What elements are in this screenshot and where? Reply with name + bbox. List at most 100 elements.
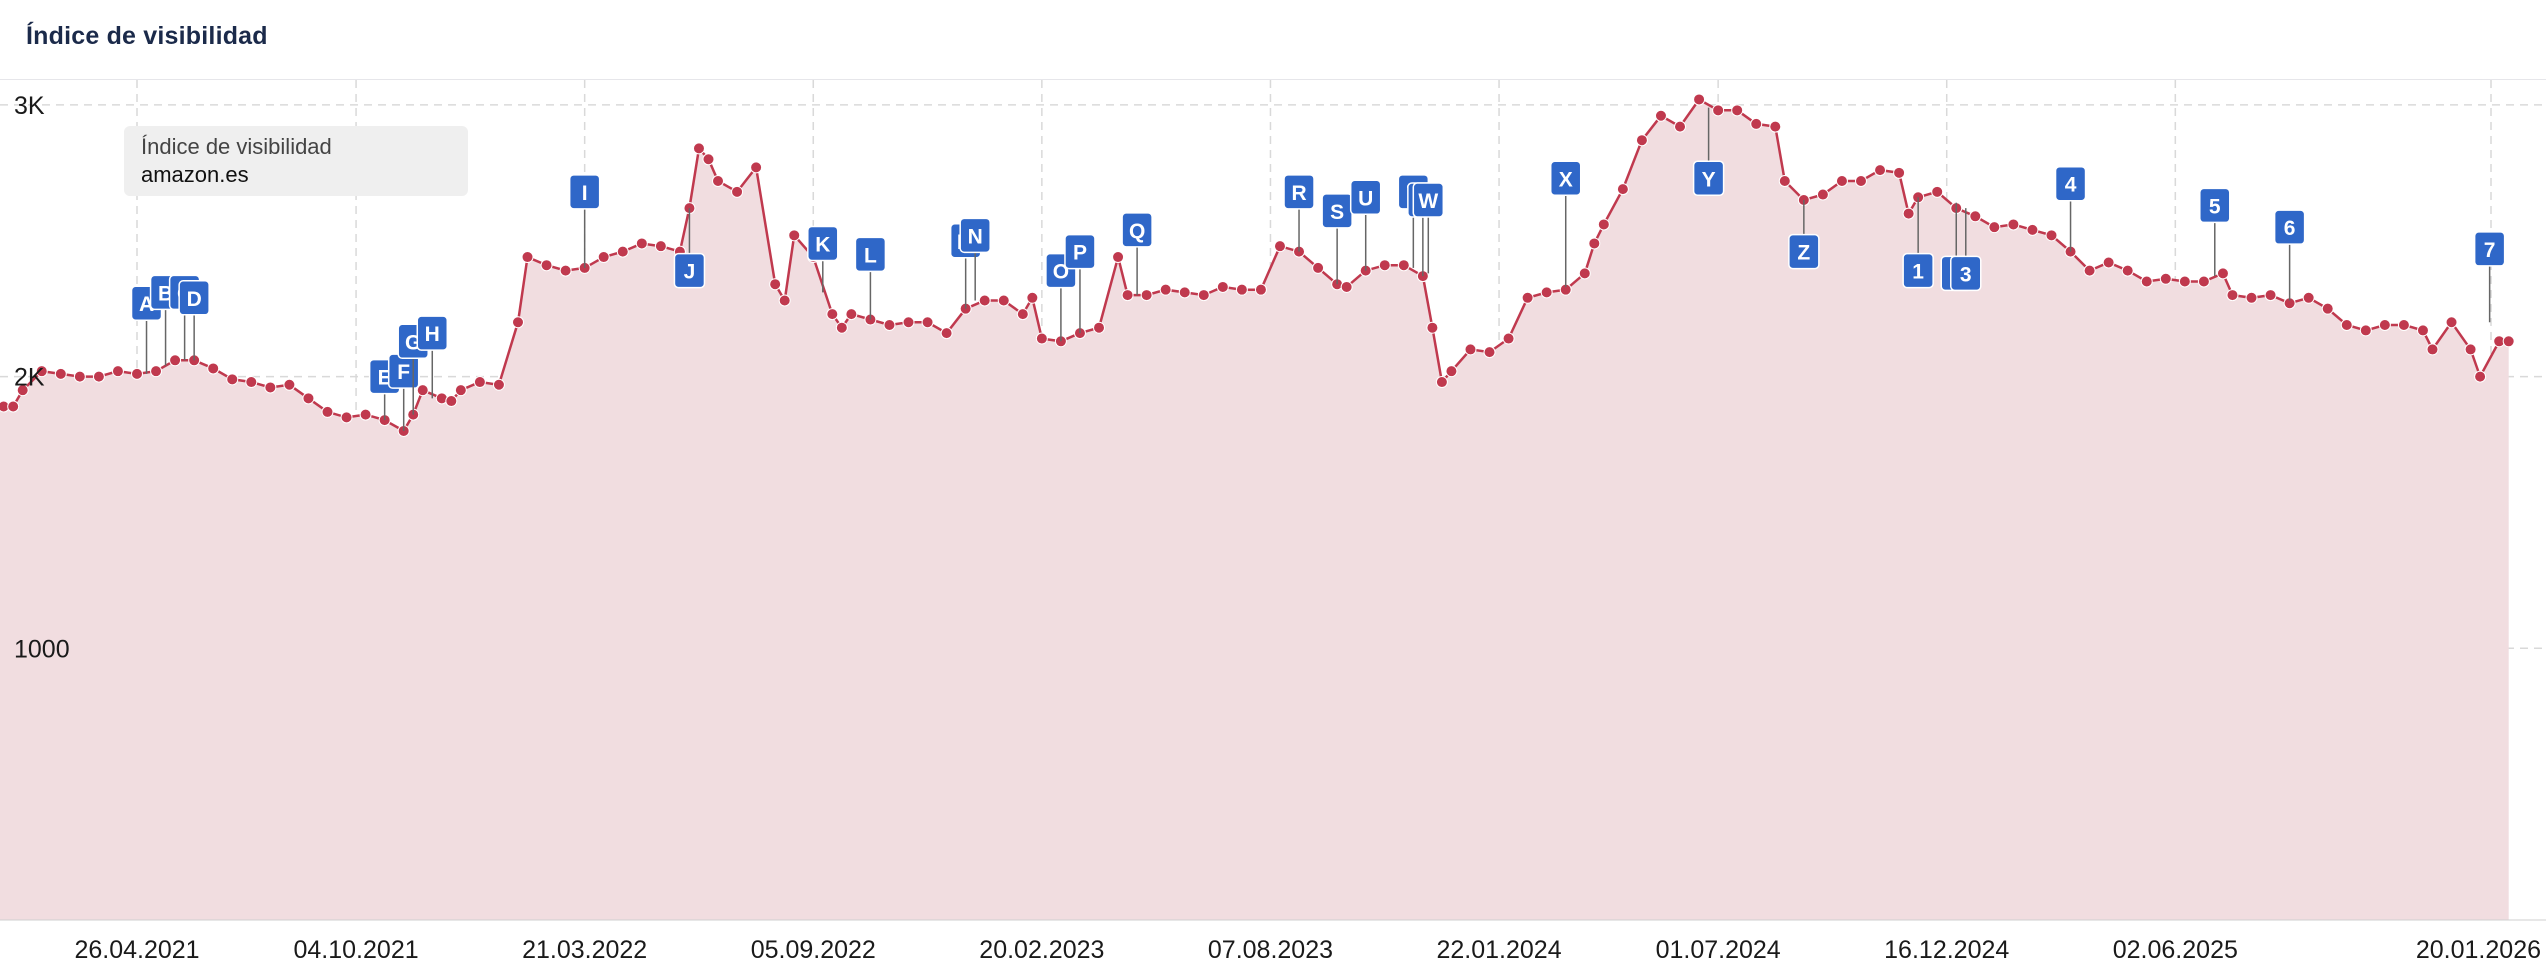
data-point[interactable]: [283, 378, 296, 391]
data-point[interactable]: [2302, 291, 2315, 304]
event-flag-box[interactable]: [959, 217, 991, 254]
event-flag-box[interactable]: [2054, 165, 2087, 202]
data-point[interactable]: [769, 278, 782, 291]
data-point[interactable]: [1674, 120, 1687, 133]
data-point[interactable]: [2007, 218, 2020, 231]
data-point[interactable]: [302, 392, 315, 405]
data-point[interactable]: [1854, 174, 1867, 187]
data-point[interactable]: [1778, 174, 1791, 187]
data-point[interactable]: [2359, 324, 2372, 337]
event-flag-box[interactable]: [807, 225, 839, 262]
event-flag-U[interactable]: U: [1349, 179, 1382, 271]
event-flag-D[interactable]: D: [178, 280, 210, 361]
event-flag-box[interactable]: [568, 174, 601, 210]
data-point[interactable]: [731, 185, 744, 198]
data-point[interactable]: [2378, 318, 2391, 331]
data-point[interactable]: [245, 376, 258, 389]
data-point[interactable]: [1816, 188, 1829, 201]
data-point[interactable]: [835, 321, 848, 334]
data-point[interactable]: [2321, 302, 2334, 315]
data-point[interactable]: [2426, 343, 2439, 356]
event-flag-box[interactable]: [1692, 160, 1725, 197]
data-point[interactable]: [788, 229, 801, 242]
data-point[interactable]: [702, 153, 715, 166]
event-flag-N[interactable]: N: [959, 217, 991, 301]
data-point[interactable]: [1988, 221, 2001, 234]
data-point[interactable]: [1712, 104, 1725, 117]
data-point[interactable]: [150, 365, 163, 378]
data-point[interactable]: [1874, 164, 1887, 177]
event-flag-7[interactable]: 7: [2473, 231, 2506, 323]
data-point[interactable]: [2140, 275, 2153, 288]
data-point[interactable]: [73, 370, 86, 383]
data-point[interactable]: [1426, 321, 1439, 334]
data-point[interactable]: [750, 161, 763, 174]
data-point[interactable]: [1731, 104, 1744, 117]
data-point[interactable]: [2416, 324, 2429, 337]
data-point[interactable]: [359, 408, 372, 421]
data-point[interactable]: [826, 308, 839, 321]
data-point[interactable]: [1235, 283, 1248, 296]
data-point[interactable]: [1197, 289, 1210, 302]
data-point[interactable]: [2264, 289, 2277, 302]
data-point[interactable]: [2502, 335, 2515, 348]
event-flag-box[interactable]: [2273, 209, 2306, 245]
event-flag-4[interactable]: 4: [2054, 165, 2087, 252]
data-point[interactable]: [131, 367, 143, 380]
event-flag-K[interactable]: K: [807, 225, 839, 293]
data-point[interactable]: [16, 384, 29, 397]
event-flag-Y[interactable]: Y: [1692, 107, 1725, 197]
data-point[interactable]: [226, 373, 239, 386]
data-point[interactable]: [1616, 183, 1629, 196]
data-point[interactable]: [2216, 267, 2229, 280]
event-flag-box[interactable]: [1950, 255, 1982, 292]
data-point[interactable]: [511, 316, 524, 329]
event-flag-box[interactable]: [1064, 233, 1096, 270]
data-point[interactable]: [778, 294, 791, 307]
data-point[interactable]: [1159, 283, 1172, 296]
data-point[interactable]: [35, 365, 48, 378]
data-point[interactable]: [492, 378, 505, 391]
data-point[interactable]: [169, 354, 182, 367]
data-point[interactable]: [2397, 318, 2410, 331]
data-point[interactable]: [921, 316, 934, 329]
data-point[interactable]: [1016, 308, 1029, 321]
data-point[interactable]: [207, 362, 220, 375]
event-flag-L[interactable]: L: [854, 236, 887, 320]
data-point[interactable]: [2178, 275, 2191, 288]
event-flag-5[interactable]: 5: [2199, 187, 2231, 277]
data-point[interactable]: [1769, 120, 1782, 133]
data-point[interactable]: [7, 400, 20, 413]
data-point[interactable]: [559, 264, 572, 277]
data-point[interactable]: [2464, 343, 2477, 356]
data-point[interactable]: [1112, 251, 1125, 264]
data-point[interactable]: [264, 381, 277, 394]
event-flag-X[interactable]: X: [1549, 160, 1582, 287]
data-point[interactable]: [521, 251, 534, 264]
data-point[interactable]: [1035, 332, 1048, 345]
data-point[interactable]: [1578, 267, 1591, 280]
event-flag-F[interactable]: F: [387, 353, 420, 431]
data-point[interactable]: [1312, 261, 1325, 274]
data-point[interactable]: [2102, 256, 2115, 269]
event-flag-H[interactable]: H: [416, 315, 449, 399]
data-point[interactable]: [1902, 207, 1915, 220]
data-point[interactable]: [1835, 174, 1848, 187]
data-point[interactable]: [1254, 283, 1267, 296]
data-point[interactable]: [635, 237, 648, 250]
data-point[interactable]: [1521, 291, 1534, 304]
data-point[interactable]: [1178, 286, 1191, 299]
data-point[interactable]: [2226, 289, 2239, 302]
data-point[interactable]: [845, 308, 858, 321]
data-point[interactable]: [1502, 332, 1515, 345]
data-point[interactable]: [321, 405, 334, 418]
event-flag-box[interactable]: [1412, 182, 1445, 218]
data-point[interactable]: [997, 294, 1010, 307]
data-point[interactable]: [1969, 210, 1982, 223]
event-flag-box[interactable]: [2199, 187, 2231, 224]
data-point[interactable]: [92, 370, 105, 383]
data-point[interactable]: [1093, 321, 1106, 334]
data-point[interactable]: [2245, 291, 2258, 304]
data-point[interactable]: [597, 251, 610, 264]
event-flag-box[interactable]: [1283, 174, 1315, 210]
